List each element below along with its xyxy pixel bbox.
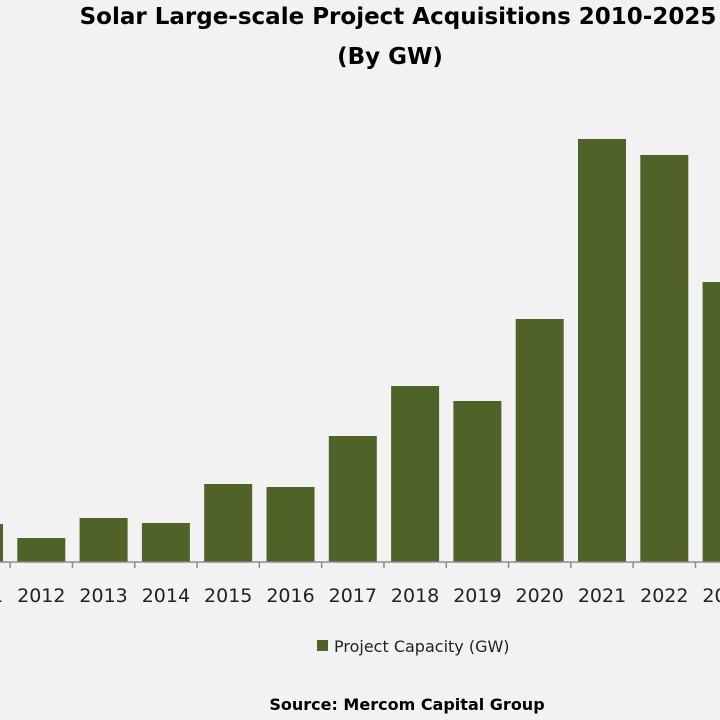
x-tick-label: 2018 [391,585,439,607]
legend-label: Project Capacity (GW) [334,637,510,656]
x-tick-label: 2020 [516,585,564,607]
x-tick-label: 2014 [142,585,190,607]
bar-2014 [141,523,190,562]
x-tick-label: 2022 [640,585,688,607]
bar-2013 [79,518,128,562]
bar-2016 [266,487,315,562]
bar-2021 [578,139,626,562]
bar-2012 [17,538,66,562]
bar-2019 [453,401,502,562]
bar-2018 [391,386,440,562]
bar-2011 [0,524,3,562]
bar-2020 [515,319,564,562]
x-tick-label: 2015 [204,585,252,607]
x-tick-label: 2017 [329,585,377,607]
bar-2017 [328,436,377,562]
x-tick-label: 2016 [266,585,314,607]
bar-2022 [640,155,689,562]
bar-2023 [702,282,720,562]
source-note: Source: Mercom Capital Group [269,695,544,714]
x-tick-label: 2023 [702,585,720,607]
chart-subtitle: (By GW) [337,44,443,70]
bars-group [0,139,720,562]
bar-2015 [204,484,253,562]
x-tick-label: 2013 [79,585,127,607]
x-tick-label: 2012 [17,585,65,607]
x-axis-ticks: 2011 2012 2013 2014 2015 2016 2017 2018 2019 2020… [0,562,720,607]
x-tick-label: 2019 [453,585,501,607]
x-tick-label: 2011 [0,585,3,607]
x-tick-label: 2021 [578,585,626,607]
chart-title: Solar Large-scale Project Acquisitions 2… [80,4,717,30]
legend-swatch [317,640,328,651]
